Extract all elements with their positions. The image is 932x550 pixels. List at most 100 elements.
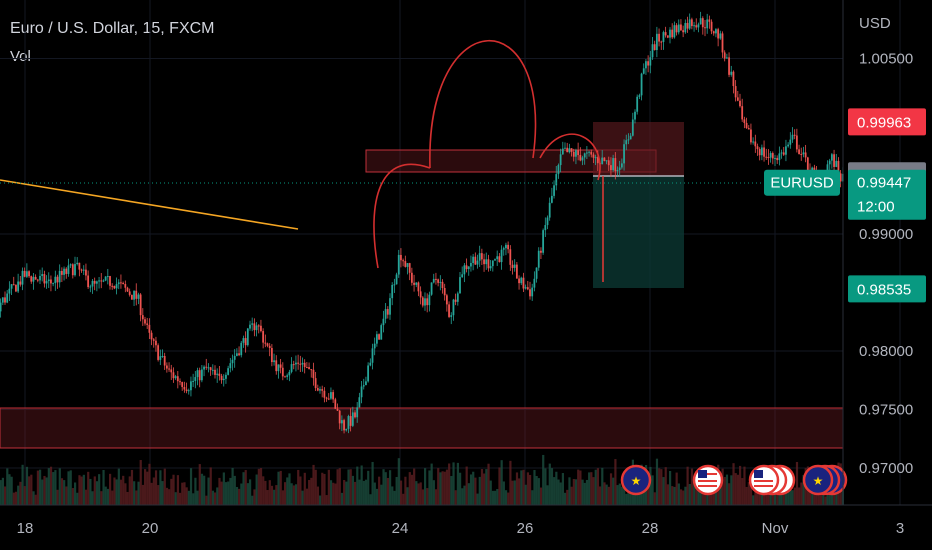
price-tick-label: 1.00500 bbox=[859, 51, 913, 68]
candle-body bbox=[686, 22, 689, 29]
event-marker-us-group[interactable] bbox=[748, 464, 796, 496]
candle-body bbox=[680, 24, 682, 31]
candle-body bbox=[417, 282, 420, 292]
volume-bar bbox=[498, 467, 501, 505]
price-axis[interactable]: 1.00500 0.99000 0.98000 0.97500 0.97000 bbox=[859, 51, 913, 478]
time-axis[interactable]: 18 20 24 26 28 Nov 3 bbox=[17, 520, 905, 537]
candle-body bbox=[478, 253, 481, 261]
volume-bar bbox=[664, 467, 667, 505]
volume-bar bbox=[358, 479, 361, 505]
candle-body bbox=[671, 29, 674, 38]
volume-indicator-label[interactable]: Vol bbox=[10, 48, 31, 65]
volume-bar bbox=[266, 490, 269, 505]
candle-body bbox=[706, 19, 709, 29]
candle-body bbox=[275, 360, 278, 372]
candle-body bbox=[448, 304, 450, 317]
volume-bar bbox=[795, 461, 799, 505]
candle-body bbox=[203, 366, 205, 370]
candle-body bbox=[338, 410, 341, 424]
volume-bar bbox=[537, 478, 540, 505]
volume-bar bbox=[369, 494, 372, 505]
stop-loss-zone[interactable] bbox=[593, 122, 684, 176]
volume-bar bbox=[231, 467, 234, 505]
volume-bar bbox=[570, 486, 573, 505]
left-shoulder-curve[interactable] bbox=[373, 163, 431, 269]
candle-body bbox=[200, 369, 203, 381]
volume-bar bbox=[144, 469, 147, 505]
volume-bar bbox=[102, 469, 105, 505]
event-marker-eu[interactable]: ★ bbox=[620, 464, 652, 496]
candle-body bbox=[708, 19, 711, 22]
event-marker-eu-group[interactable]: ★ bbox=[802, 464, 848, 496]
candle-body bbox=[561, 148, 564, 155]
volume-bar bbox=[290, 483, 293, 505]
volume-bar bbox=[148, 463, 151, 505]
volume-bar bbox=[784, 484, 788, 505]
volume-bar bbox=[437, 468, 440, 505]
candle-body bbox=[244, 338, 247, 346]
volume-bar bbox=[596, 468, 600, 505]
candle-body bbox=[367, 365, 370, 382]
volume-bar bbox=[533, 470, 536, 505]
candle-body bbox=[163, 356, 166, 366]
trend-line[interactable] bbox=[0, 179, 299, 230]
candle-body bbox=[251, 323, 254, 325]
volume-bar bbox=[91, 491, 94, 505]
volume-bar bbox=[655, 458, 659, 505]
volume-bar bbox=[137, 481, 140, 505]
volume-bar bbox=[126, 491, 129, 505]
candle-body bbox=[454, 299, 457, 302]
candle-body bbox=[120, 282, 122, 284]
volume-bar bbox=[8, 474, 11, 505]
candle-body bbox=[804, 152, 807, 158]
volume-bar bbox=[207, 477, 210, 505]
candle-body bbox=[424, 298, 426, 306]
volume-bar bbox=[340, 492, 344, 505]
volume-bar bbox=[669, 470, 672, 505]
candle-body bbox=[734, 86, 737, 98]
volume-bar bbox=[159, 470, 162, 505]
volume-bar bbox=[262, 476, 265, 505]
candle-body bbox=[577, 150, 580, 156]
volume-bar bbox=[157, 485, 160, 505]
support-zone[interactable] bbox=[0, 407, 844, 449]
volume-bar bbox=[82, 474, 85, 505]
volume-bar bbox=[205, 495, 208, 505]
candle-body bbox=[117, 282, 120, 285]
volume-bar bbox=[592, 477, 595, 505]
volume-bar bbox=[756, 484, 759, 505]
candle-body bbox=[144, 319, 146, 324]
candle-body bbox=[518, 278, 520, 284]
candle-body bbox=[386, 309, 389, 315]
event-marker-us[interactable] bbox=[692, 464, 724, 496]
candle-body bbox=[133, 290, 135, 300]
volume-bar bbox=[301, 490, 304, 505]
volume-bar bbox=[56, 489, 59, 505]
candle-body bbox=[581, 157, 584, 161]
candle-body bbox=[0, 302, 2, 312]
volume-bar bbox=[566, 489, 569, 505]
take-profit-zone[interactable] bbox=[593, 176, 684, 288]
volume-bar bbox=[456, 462, 460, 505]
candle-body bbox=[546, 217, 549, 226]
volume-bar bbox=[673, 486, 676, 505]
candle-body bbox=[651, 44, 654, 58]
right-shoulder-curve[interactable] bbox=[539, 133, 601, 181]
candle-body bbox=[246, 328, 249, 346]
volume-bar bbox=[410, 474, 414, 505]
head-curve[interactable] bbox=[429, 39, 537, 169]
volume-bar bbox=[485, 469, 488, 505]
volume-bar bbox=[688, 484, 691, 505]
volume-bar bbox=[649, 466, 652, 505]
volume-bar bbox=[76, 492, 79, 505]
volume-bar bbox=[675, 472, 678, 505]
candle-body bbox=[719, 33, 722, 39]
volume-bar bbox=[60, 478, 64, 505]
candle-body bbox=[592, 154, 595, 158]
candle-body bbox=[391, 284, 394, 299]
volume-bar bbox=[192, 493, 195, 505]
candle-body bbox=[211, 369, 214, 371]
candle-body bbox=[135, 290, 138, 299]
candle-body bbox=[800, 153, 803, 155]
